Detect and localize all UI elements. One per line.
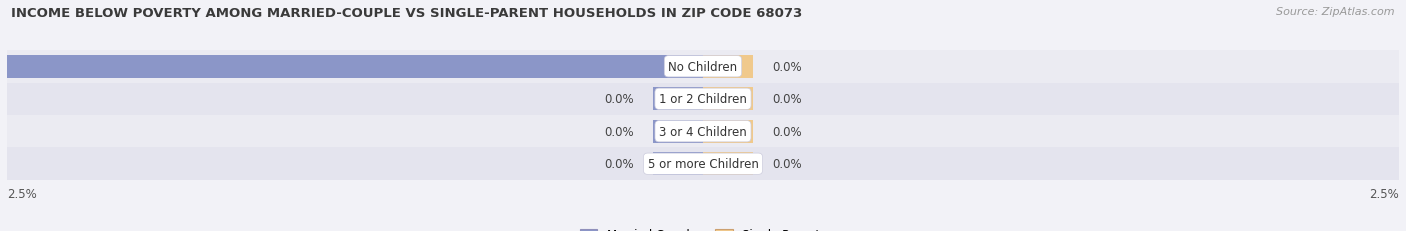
- Text: 1 or 2 Children: 1 or 2 Children: [659, 93, 747, 106]
- Text: 0.0%: 0.0%: [603, 93, 633, 106]
- Text: No Children: No Children: [668, 61, 738, 73]
- Legend: Married Couples, Single Parents: Married Couples, Single Parents: [575, 223, 831, 231]
- Text: 3 or 4 Children: 3 or 4 Children: [659, 125, 747, 138]
- Text: 0.0%: 0.0%: [773, 93, 803, 106]
- Text: 2.5%: 2.5%: [1369, 187, 1399, 200]
- Text: 0.0%: 0.0%: [773, 61, 803, 73]
- Bar: [652, 88, 703, 111]
- Text: INCOME BELOW POVERTY AMONG MARRIED-COUPLE VS SINGLE-PARENT HOUSEHOLDS IN ZIP COD: INCOME BELOW POVERTY AMONG MARRIED-COUPL…: [11, 7, 803, 20]
- Bar: [7, 148, 1399, 180]
- Bar: [7, 83, 1399, 116]
- Text: Source: ZipAtlas.com: Source: ZipAtlas.com: [1277, 7, 1395, 17]
- Text: 2.5%: 2.5%: [7, 187, 37, 200]
- Text: 0.0%: 0.0%: [773, 158, 803, 170]
- Text: 0.0%: 0.0%: [773, 125, 803, 138]
- Text: 5 or more Children: 5 or more Children: [648, 158, 758, 170]
- Bar: [7, 55, 703, 79]
- Bar: [652, 120, 703, 143]
- Text: 0.0%: 0.0%: [603, 158, 633, 170]
- Bar: [7, 51, 1399, 83]
- Bar: [703, 120, 754, 143]
- Text: 0.0%: 0.0%: [603, 125, 633, 138]
- Bar: [7, 116, 1399, 148]
- Bar: [652, 152, 703, 176]
- Bar: [703, 55, 754, 79]
- Bar: [703, 88, 754, 111]
- Bar: [703, 152, 754, 176]
